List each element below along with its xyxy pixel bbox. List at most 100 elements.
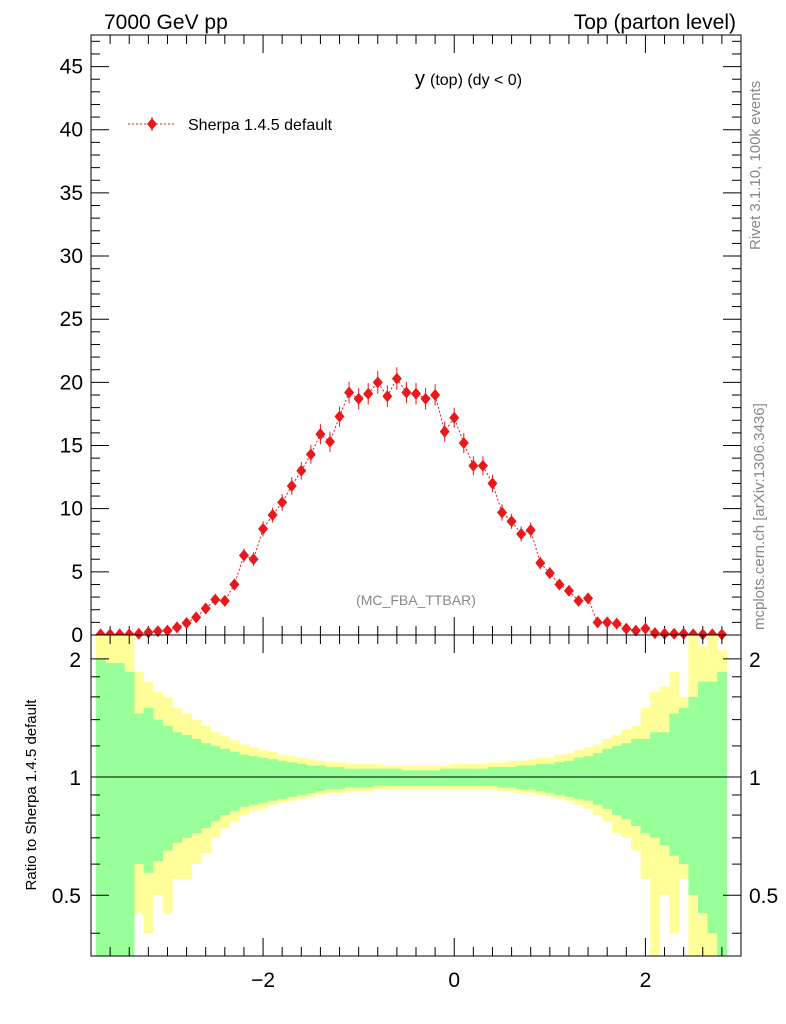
data-point bbox=[296, 464, 307, 477]
data-point bbox=[516, 527, 527, 540]
data-point bbox=[133, 627, 144, 640]
legend: Sherpa 1.4.5 default bbox=[128, 117, 333, 134]
ratio-inner-band-bin bbox=[430, 770, 441, 786]
data-point bbox=[697, 628, 708, 641]
main-y-tick-label: 35 bbox=[60, 182, 83, 205]
ratio-inner-band-bin bbox=[172, 732, 183, 843]
data-point bbox=[573, 594, 584, 607]
header-right: Top (parton level) bbox=[574, 11, 736, 34]
ratio-inner-band-bin bbox=[200, 743, 211, 829]
x-tick-label: 2 bbox=[640, 969, 652, 992]
ratio-inner-band-bin bbox=[592, 753, 603, 805]
ratio-inner-band-bin bbox=[296, 763, 307, 795]
data-point bbox=[468, 459, 479, 472]
main-panel: 0 5 10 15 20 25 30 35 40 45 y (top) (dy < 0) (MC_… bbox=[60, 34, 742, 647]
main-title-rest: (top) (dy < 0) bbox=[430, 72, 522, 89]
main-y-tick-label: 20 bbox=[60, 371, 83, 394]
main-y-tick-label: 0 bbox=[71, 624, 83, 647]
data-point bbox=[649, 627, 660, 640]
ratio-inner-band-bin bbox=[363, 768, 374, 788]
main-y-tick-label: 15 bbox=[60, 435, 83, 458]
ratio-y-tick-label-right: 1 bbox=[749, 767, 761, 790]
data-point bbox=[477, 459, 488, 472]
data-point bbox=[506, 515, 517, 528]
ratio-inner-band-bin bbox=[105, 663, 116, 956]
x-tick-label: −2 bbox=[251, 969, 275, 992]
ratio-inner-band-bin bbox=[162, 725, 173, 851]
data-point bbox=[592, 616, 603, 629]
ratio-inner-band-bin bbox=[411, 770, 422, 786]
data-point bbox=[669, 627, 680, 640]
ratio-inner-band-bin bbox=[258, 757, 269, 803]
data-point bbox=[172, 621, 183, 634]
data-point bbox=[372, 376, 383, 389]
ratio-inner-band-bin bbox=[401, 770, 412, 786]
ratio-inner-band-bin bbox=[153, 719, 164, 862]
legend-marker bbox=[147, 118, 157, 130]
ratio-panel: 0.5 0.5 1 1 2 2 −2 0 2 Ratio to Sherpa 1.4.5 def… bbox=[23, 634, 778, 992]
legend-label: Sherpa 1.4.5 default bbox=[188, 117, 333, 134]
data-point bbox=[258, 522, 269, 535]
data-point bbox=[353, 392, 364, 405]
ratio-inner-band-bin bbox=[229, 751, 240, 811]
data-point bbox=[391, 372, 402, 385]
data-point bbox=[659, 627, 670, 640]
data-point bbox=[497, 506, 508, 519]
x-tick-label: 0 bbox=[448, 969, 460, 992]
data-point bbox=[525, 524, 536, 537]
data-point bbox=[611, 617, 622, 630]
data-point bbox=[678, 627, 689, 640]
ratio-inner-band-bin bbox=[143, 707, 154, 873]
ratio-inner-band-bin bbox=[659, 732, 670, 846]
data-point bbox=[554, 578, 565, 591]
main-y-tick-label: 40 bbox=[60, 119, 83, 142]
data-point bbox=[334, 410, 345, 423]
ratio-inner-band-bin bbox=[277, 760, 288, 799]
main-y-tick-label: 30 bbox=[60, 245, 83, 268]
data-point bbox=[458, 437, 469, 449]
data-point bbox=[152, 625, 163, 638]
data-point bbox=[449, 411, 460, 424]
data-point bbox=[191, 611, 202, 624]
ratio-inner-band-bin bbox=[650, 732, 661, 838]
ratio-inner-band-bin bbox=[325, 767, 336, 790]
ratio-axis-ticks bbox=[90, 635, 742, 956]
data-point bbox=[411, 387, 421, 400]
data-point bbox=[382, 390, 393, 403]
ratio-inner-band-bin bbox=[631, 738, 642, 827]
ratio-y-tick-label-right: 0.5 bbox=[749, 885, 778, 908]
ratio-inner-band-bin bbox=[487, 767, 498, 786]
ratio-inner-band-bin bbox=[315, 765, 326, 792]
ratio-inner-band-bin bbox=[124, 672, 135, 956]
main-y-tick-label: 45 bbox=[60, 56, 83, 79]
ratio-inner-band-bin bbox=[95, 658, 106, 956]
ratio-inner-band-bin bbox=[114, 663, 125, 956]
data-point bbox=[219, 594, 230, 607]
main-y-tick-labels: 0 5 10 15 20 25 30 35 40 45 bbox=[60, 56, 83, 647]
ratio-y-tick-label-right: 2 bbox=[749, 649, 761, 672]
main-y-tick-label: 25 bbox=[60, 308, 83, 331]
mcplots-label: mcplots.cern.ch [arXiv:1306.3436] bbox=[751, 403, 768, 630]
data-point bbox=[267, 509, 278, 521]
ratio-inner-band-bin bbox=[239, 754, 250, 807]
data-point bbox=[430, 389, 441, 401]
ratio-y-tick-label: 2 bbox=[69, 649, 81, 672]
ratio-inner-band-bin bbox=[220, 748, 231, 816]
data-point bbox=[315, 428, 326, 441]
data-point bbox=[535, 557, 546, 569]
ratio-y-tick-label: 1 bbox=[69, 767, 81, 790]
data-point bbox=[248, 553, 259, 566]
ratio-inner-band-bin bbox=[334, 767, 345, 790]
data-point bbox=[181, 617, 192, 629]
data-point bbox=[439, 425, 450, 438]
main-axis-ticks bbox=[90, 35, 742, 636]
data-point bbox=[602, 616, 613, 629]
rivet-label: Rivet 3.1.10, 100k events bbox=[747, 81, 764, 250]
main-y-tick-label: 10 bbox=[60, 498, 83, 521]
ratio-inner-band-bin bbox=[353, 768, 364, 788]
data-point bbox=[621, 622, 632, 635]
ratio-inner-band-bin bbox=[688, 696, 699, 896]
ratio-y-tick-label: 0.5 bbox=[52, 885, 81, 908]
ratio-inner-band-bin bbox=[573, 757, 584, 799]
